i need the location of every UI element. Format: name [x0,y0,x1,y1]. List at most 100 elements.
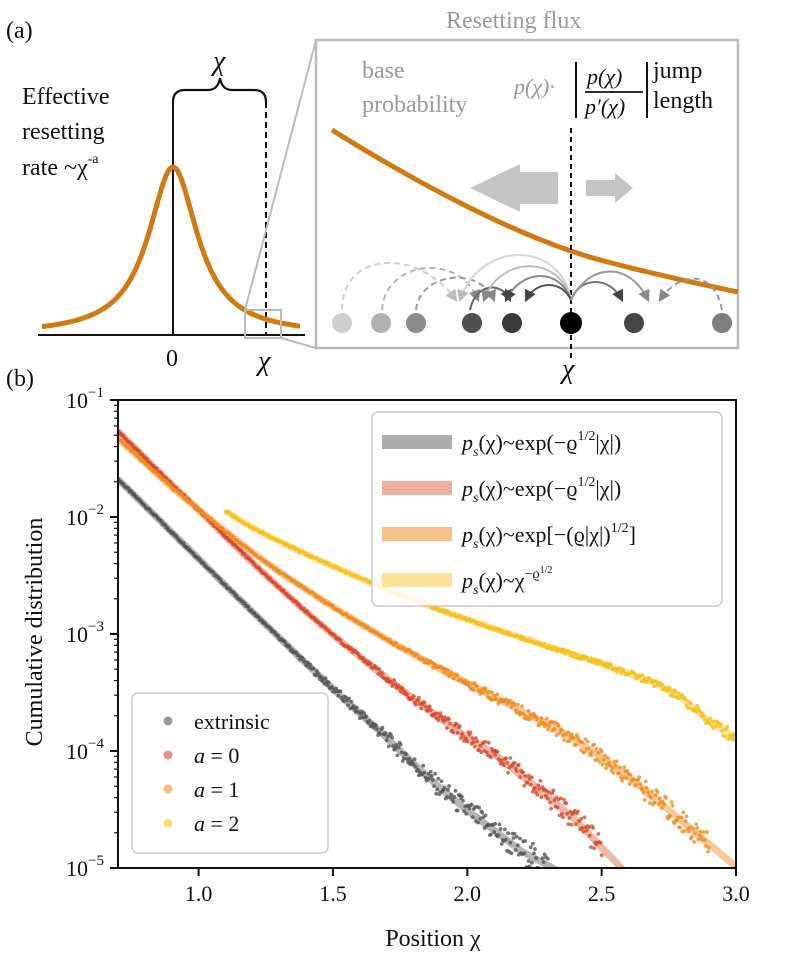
data-point [603,753,607,758]
marker-legend-dot [163,818,173,828]
x-tick-label: 1.0 [185,881,213,906]
data-point [582,750,587,754]
data-point [442,785,447,790]
data-point [613,763,618,768]
data-point [526,859,531,863]
rate-exponent: -a [88,152,100,167]
data-point [589,845,593,849]
fit-legend-rows: ps(χ)~exp(−ϱ1/2|χ|) ps(χ)~exp(−ϱ1/2|χ|) ps… [382,429,636,598]
data-point [402,756,406,761]
data-point [659,806,664,810]
data-point [446,787,450,792]
data-point [357,716,362,721]
arc-6 [481,265,572,303]
data-point [421,657,426,662]
data-point [450,672,455,677]
plot-marks [118,428,736,868]
data-point [447,717,451,721]
data-point [325,683,330,688]
data-point [506,771,510,775]
data-point [580,740,585,745]
data-point [678,825,682,830]
data-point [548,800,552,805]
data-point [591,826,595,830]
data-point [506,831,510,836]
data-point [480,810,485,815]
data-point [511,836,516,840]
data-point [549,806,553,811]
data-point [596,750,601,755]
data-point [326,680,331,685]
data-point [276,633,280,638]
data-point [452,676,457,681]
data-point [518,775,522,780]
marker-legend-label: extrinsic [194,709,270,734]
data-point [522,851,527,856]
data-point [416,767,420,772]
data-point [515,702,520,707]
particle-5 [502,313,522,333]
data-point [359,712,363,717]
data-point [528,782,533,787]
data-point [344,695,348,700]
data-point [585,739,590,744]
data-point [540,856,545,860]
data-point [569,822,574,827]
data-point [476,820,480,825]
data-point [311,666,316,671]
arc-11 [658,277,723,311]
panel-a: (a) Effective resetting rate ~χ-a χ 0 χ … [6,8,740,385]
data-point [670,803,675,808]
data-point [616,771,621,776]
data-point [435,711,440,716]
data-point [384,738,389,743]
y-axis-label: Cumulative distribution [22,518,48,747]
data-point [497,822,502,827]
data-point [493,821,498,826]
data-point [489,755,493,760]
jump-line-2: length [653,88,713,114]
data-point [436,718,441,723]
data-point [459,736,463,741]
plot-area [118,428,736,868]
data-point [423,704,428,709]
formula-denominator: p′(χ) [583,94,625,119]
data-point [644,785,649,790]
data-point [512,703,517,707]
data-point [361,656,365,660]
data-point [368,661,373,666]
data-point [486,740,491,745]
data-point [378,732,383,736]
data-point [696,837,701,842]
data-point [380,671,385,675]
data-point [682,829,687,834]
data-point [433,771,437,776]
base-prob-line-1: base [362,58,405,84]
data-point [567,816,572,820]
data-point [428,708,433,713]
data-point [341,699,346,704]
data-point [526,709,531,713]
data-point [533,847,537,851]
data-point [455,808,460,813]
data-point [713,724,718,729]
data-point [599,749,604,754]
zoom-line-bottom [280,337,317,349]
data-point [706,849,710,854]
data-point [600,762,605,767]
data-point [547,724,551,728]
fit-legend: ps(χ)~exp(−ϱ1/2|χ|) ps(χ)~exp(−ϱ1/2|χ|) ps… [371,411,723,607]
data-point [546,727,550,732]
y-tick-label: 10−5 [66,853,104,881]
data-point [539,795,544,800]
data-point [471,740,476,744]
data-point [465,739,470,744]
data-point [493,752,498,757]
data-point [673,690,678,694]
data-point [503,827,507,832]
data-point [432,784,436,788]
marker-legend-rows: extrinsic a = 0 a = 1 a = 2 [163,709,270,836]
data-point [517,762,521,767]
data-point [496,833,501,838]
